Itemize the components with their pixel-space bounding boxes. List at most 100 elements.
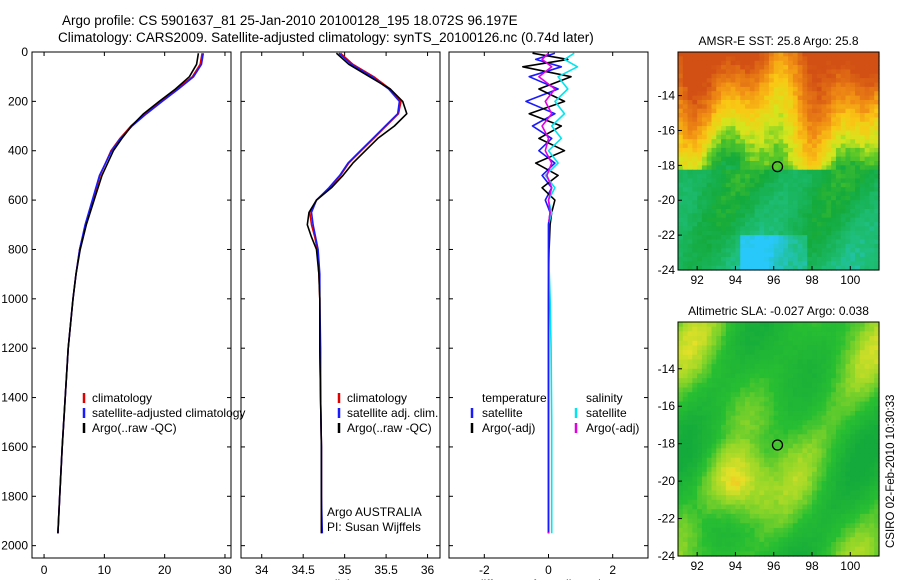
heatmap-cell — [721, 139, 727, 145]
heatmap-cell — [735, 235, 741, 241]
heatmap-cell — [797, 392, 804, 398]
heatmap-cell — [740, 345, 746, 351]
heatmap-cell — [778, 174, 784, 180]
heatmap-cell — [687, 541, 693, 548]
heatmap-cell — [845, 401, 851, 407]
heatmap-cell — [687, 551, 693, 557]
heatmap-cell — [721, 208, 727, 214]
heatmap-cell — [768, 69, 775, 75]
heatmap-cell — [701, 518, 708, 524]
heatmap-cell — [802, 78, 808, 84]
heatmap-cell — [735, 243, 741, 249]
heatmap-cell — [773, 104, 780, 110]
heatmap-cell — [816, 60, 823, 66]
heatmap-cell — [687, 453, 693, 459]
heatmap-cell — [831, 130, 837, 136]
heatmap-cell — [850, 261, 856, 267]
heatmap-cell — [855, 134, 861, 140]
heatmap-cell — [845, 368, 851, 375]
heatmap-cell — [826, 147, 832, 153]
heatmap-cell — [745, 439, 751, 445]
heatmap-cell — [745, 481, 751, 487]
heatmap-cell — [730, 415, 737, 421]
heatmap-cell — [749, 113, 756, 118]
heatmap-cell — [682, 364, 689, 370]
heatmap-cell — [687, 265, 693, 271]
heatmap-cell — [840, 326, 847, 332]
heatmap-cell — [678, 373, 684, 379]
heatmap-cell — [706, 65, 713, 71]
heatmap-cell — [692, 187, 698, 193]
heatmap-cell — [682, 429, 689, 435]
heatmap-cell — [716, 424, 722, 431]
heatmap-cell — [859, 476, 866, 482]
heatmap-cell — [778, 364, 784, 370]
heatmap-cell — [687, 143, 693, 149]
heatmap-cell — [855, 113, 861, 118]
heatmap-cell — [716, 226, 722, 232]
heatmap-cell — [725, 243, 732, 249]
heatmap-cell — [783, 350, 789, 356]
heatmap-cell — [821, 147, 827, 153]
heatmap-cell — [749, 462, 756, 468]
heatmap-cell — [797, 147, 804, 153]
heatmap-cell — [792, 546, 799, 552]
heatmap-cell — [821, 527, 827, 534]
heatmap-cell — [788, 457, 794, 463]
x-tick-label-2: 2 — [609, 563, 616, 577]
heatmap-cell — [735, 537, 741, 543]
heatmap-cell — [792, 222, 799, 227]
heatmap-cell — [721, 485, 727, 492]
heatmap-cell — [711, 448, 717, 454]
heatmap-cell — [701, 248, 708, 254]
heatmap-cell — [831, 134, 837, 140]
heatmap-cell — [831, 99, 837, 105]
heatmap-cell — [778, 457, 784, 463]
map-y-tick-label-4: -20 — [658, 474, 676, 488]
heatmap-cell — [788, 368, 794, 375]
heatmap-cell — [835, 326, 842, 332]
heatmap-cell — [764, 169, 770, 175]
heatmap-cell — [687, 69, 693, 75]
heatmap-cell — [706, 453, 713, 459]
heatmap-cell — [759, 239, 765, 245]
heatmap-cell — [850, 187, 856, 193]
heatmap-cell — [855, 222, 861, 227]
heatmap-cell — [749, 169, 756, 175]
heatmap-cell — [855, 364, 861, 370]
heatmap-cell — [869, 226, 875, 232]
heatmap-cell — [711, 147, 717, 153]
heatmap-cell — [701, 382, 708, 389]
heatmap-cell — [740, 91, 746, 97]
heatmap-cell — [812, 121, 818, 127]
heatmap-cell — [725, 523, 732, 529]
heatmap-cell — [678, 152, 684, 158]
heatmap-cell — [821, 143, 827, 149]
heatmap-cell — [874, 415, 880, 421]
heatmap-cell — [678, 439, 684, 445]
heatmap-cell — [831, 546, 837, 552]
heatmap-cell — [745, 152, 751, 158]
heatmap-cell — [716, 152, 722, 158]
heatmap-cell — [735, 265, 741, 271]
heatmap-cell — [826, 448, 832, 454]
heatmap-cell — [706, 546, 713, 552]
heatmap-cell — [716, 387, 722, 393]
heatmap-cell — [678, 457, 684, 463]
heatmap-cell — [821, 467, 827, 473]
heatmap-cell — [850, 453, 856, 459]
heatmap-cell — [850, 104, 856, 110]
heatmap-cell — [845, 235, 851, 241]
heatmap-cell — [840, 200, 847, 206]
heatmap-cell — [697, 161, 703, 166]
heatmap-cell — [773, 410, 780, 417]
heatmap-cell — [706, 60, 713, 66]
heatmap-cell — [807, 134, 813, 140]
heatmap-cell — [725, 551, 732, 557]
heatmap-cell — [687, 165, 693, 171]
heatmap-cell — [826, 387, 832, 393]
heatmap-cell — [807, 350, 813, 356]
heatmap-cell — [835, 471, 842, 478]
heatmap-cell — [826, 537, 832, 543]
heatmap-cell — [764, 78, 770, 84]
